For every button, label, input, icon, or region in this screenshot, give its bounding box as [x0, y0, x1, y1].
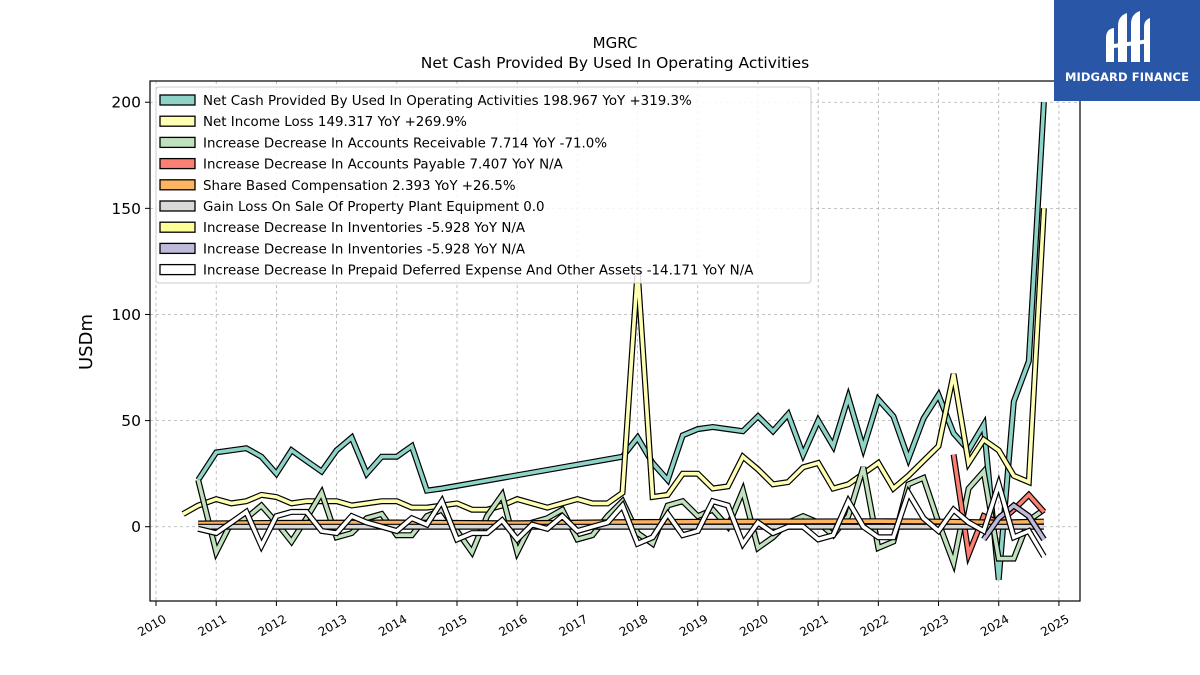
series-line-stroke	[198, 519, 1044, 526]
y-tick-label: 150	[111, 200, 141, 218]
series-line-stroke	[197, 478, 1046, 558]
legend-item: Increase Decrease In Inventories -5.928 …	[159, 221, 526, 236]
series-line-8	[197, 473, 1047, 558]
y-tick-label: 100	[111, 306, 141, 324]
chart-subtitle: Net Cash Provided By Used In Operating A…	[421, 54, 809, 72]
legend: Net Cash Provided By Used In Operating A…	[155, 86, 812, 284]
legend-swatch	[159, 263, 196, 276]
legend-swatch	[159, 157, 196, 170]
series-line-stroke	[196, 102, 1046, 580]
legend-label: Increase Decrease In Inventories -5.928 …	[203, 221, 526, 236]
legend-swatch	[159, 94, 196, 106]
legend-swatch	[159, 136, 196, 149]
legend-item: Increase Decrease In Accounts Receivable…	[159, 136, 607, 151]
x-tick-label: 2011	[195, 612, 228, 639]
legend-swatch	[159, 242, 196, 255]
plot-area-frame	[149, 80, 1081, 602]
legend-label: Increase Decrease In Accounts Payable 7.…	[203, 158, 564, 173]
legend-swatch	[159, 221, 196, 233]
legend-swatch	[159, 200, 196, 212]
legend-swatch	[159, 115, 196, 127]
y-axis-label: USDm	[76, 314, 97, 370]
series-lines	[181, 102, 1047, 581]
x-tick-label: 2010	[135, 612, 168, 639]
series-line-4	[198, 518, 1044, 527]
legend-label: Increase Decrease In Inventories -5.928 …	[203, 242, 526, 257]
legend-label: Increase Decrease In Prepaid Deferred Ex…	[203, 264, 754, 279]
y-tick-label: 0	[131, 518, 141, 536]
x-tick-label: 2014	[376, 612, 409, 639]
chart-title: MGRC	[593, 34, 638, 52]
legend-item: Increase Decrease In Inventories -5.928 …	[159, 242, 526, 257]
legend-label: Net Income Loss 149.317 YoY +269.9%	[203, 115, 467, 130]
y-tick-label: 200	[111, 94, 141, 112]
legend-box	[155, 86, 812, 284]
y-axis-ticks: 0 50 100 150 200	[111, 94, 150, 536]
x-tick-label: 2023	[918, 612, 951, 639]
x-tick-label: 2022	[858, 612, 891, 639]
legend-label: Gain Loss On Sale Of Property Plant Equi…	[203, 200, 545, 215]
x-tick-label: 2018	[617, 612, 650, 639]
legend-label: Net Cash Provided By Used In Operating A…	[203, 94, 692, 109]
series-line-stroke	[982, 503, 1046, 541]
x-tick-label: 2025	[1038, 612, 1071, 639]
legend-label: Increase Decrease In Accounts Receivable…	[203, 136, 607, 151]
x-tick-label: 2012	[256, 612, 289, 639]
series-line-1	[181, 208, 1047, 517]
x-tick-label: 2013	[316, 612, 349, 639]
series-line-0	[195, 102, 1047, 581]
legend-item: Net Cash Provided By Used In Operating A…	[159, 94, 692, 109]
brand-name: MIDGARD FINANCE	[1064, 70, 1190, 84]
x-tick-label: 2021	[797, 612, 830, 639]
legend-item: Gain Loss On Sale Of Property Plant Equi…	[159, 200, 545, 215]
legend-item: Increase Decrease In Accounts Payable 7.…	[159, 157, 564, 173]
x-tick-label: 2020	[737, 612, 770, 639]
series-line-stroke	[182, 208, 1046, 516]
x-axis-ticks: 2010 2011 2012 2013 2014 2015 2016 2017 2018 2019…	[135, 601, 1072, 639]
series-line-7	[981, 501, 1047, 542]
x-tick-label: 2024	[978, 612, 1011, 639]
midgard-m-logo-icon	[1106, 11, 1150, 62]
legend-item: Share Based Compensation 2.393 YoY +26.5…	[159, 179, 516, 194]
x-tick-label: 2015	[436, 612, 469, 639]
x-tick-label: 2016	[496, 612, 529, 639]
x-tick-label: 2017	[557, 612, 590, 639]
legend-item: Increase Decrease In Prepaid Deferred Ex…	[159, 263, 754, 279]
y-tick-label: 50	[121, 412, 141, 430]
legend-swatch	[159, 179, 196, 191]
legend-item: Net Income Loss 149.317 YoY +269.9%	[159, 115, 467, 130]
x-tick-label: 2019	[677, 612, 710, 639]
brand-logo: MIDGARD FINANCE	[1054, 0, 1200, 101]
legend-label: Share Based Compensation 2.393 YoY +26.5…	[203, 179, 516, 194]
